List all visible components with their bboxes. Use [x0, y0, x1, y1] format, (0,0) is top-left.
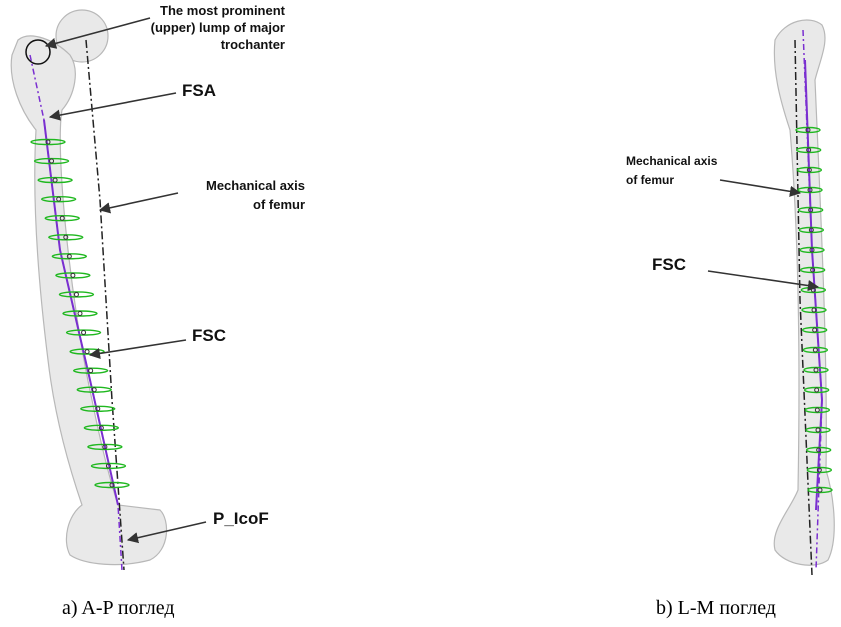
annotation-label: FSC — [652, 255, 686, 274]
annotation-label: FSA — [182, 81, 216, 100]
annotation-label: The most prominent — [160, 3, 286, 18]
annotation-label: P_IcoF — [213, 509, 269, 528]
annotation-arrow — [100, 193, 178, 210]
caption: a) A-P поглед — [62, 597, 175, 619]
annotation-label: (upper) lump of major — [151, 20, 285, 35]
annotation-label: of femur — [253, 197, 305, 212]
annotation-arrow — [90, 340, 186, 355]
section-center — [74, 292, 78, 296]
caption: b) L-M поглед — [656, 597, 776, 619]
section-center — [85, 350, 89, 354]
figure: a) A-P поглед The most prominent (upper) l… — [0, 0, 841, 627]
femur-lm — [774, 20, 834, 565]
annotation-label: trochanter — [221, 37, 285, 52]
section-center — [78, 312, 82, 316]
annotation-label: FSC — [192, 326, 226, 345]
femur-ap — [11, 10, 166, 565]
axes — [26, 30, 832, 575]
annotation-label: Mechanical axis — [206, 178, 305, 193]
annotation-arrow — [720, 180, 800, 193]
annotation-label: Mechanical axis — [626, 154, 718, 168]
section-center — [89, 369, 93, 373]
section-center — [82, 331, 86, 335]
annotation-label: of femur — [626, 173, 674, 187]
